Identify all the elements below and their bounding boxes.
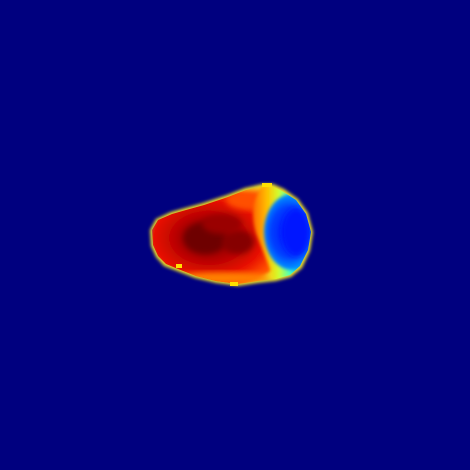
edge-speck — [230, 282, 238, 286]
edge-speck — [262, 183, 272, 187]
edge-speck — [176, 264, 182, 268]
